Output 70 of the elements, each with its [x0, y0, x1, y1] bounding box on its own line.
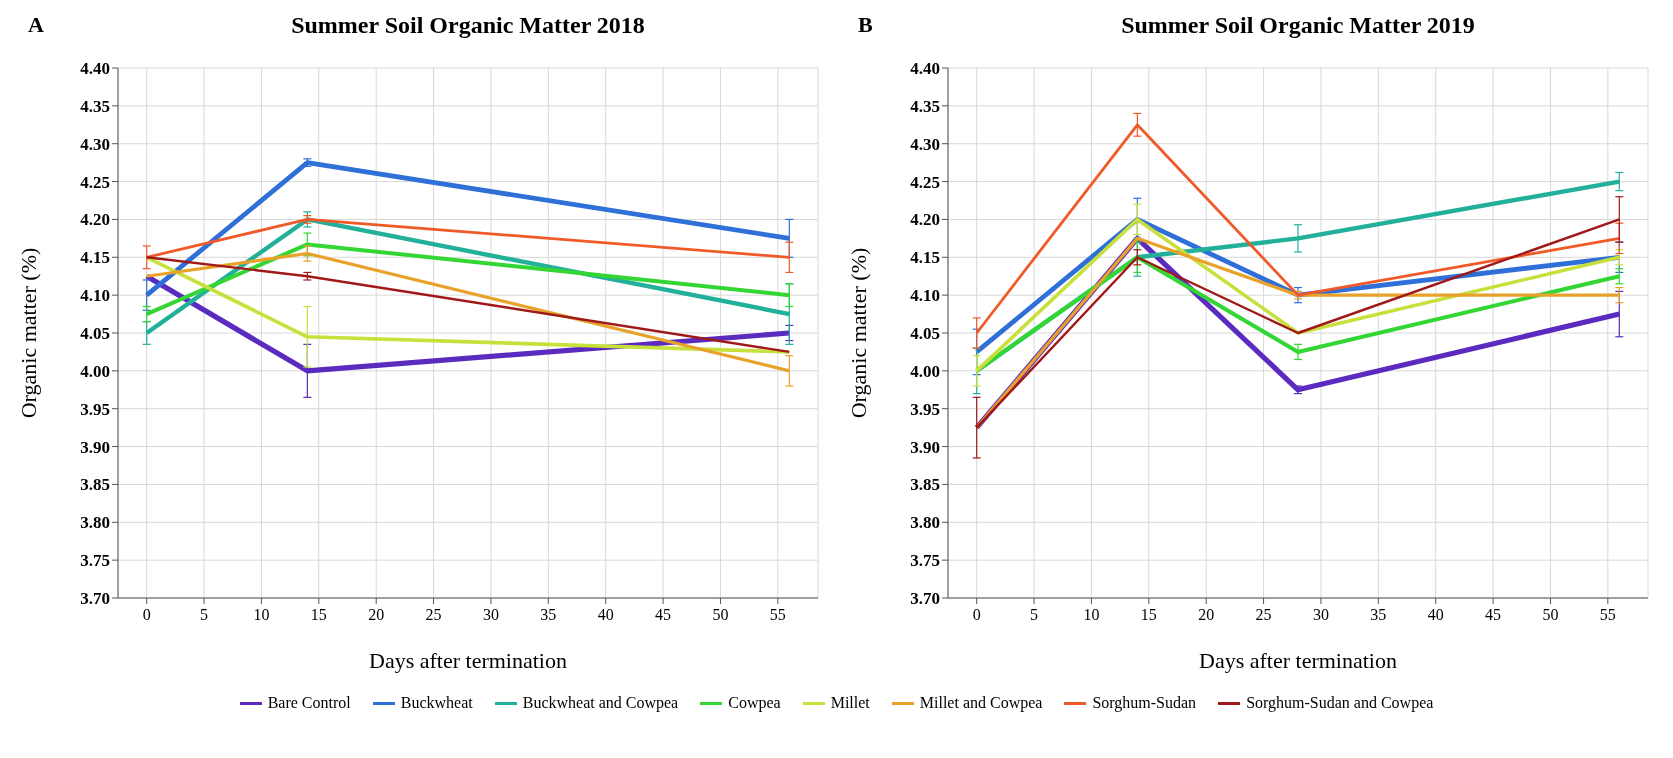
x-tick-label: 5 — [200, 606, 209, 623]
text: A — [28, 12, 44, 38]
legend-label: Buckwheat and Cowpea — [522, 694, 679, 712]
x-tick-label: 40 — [597, 606, 614, 623]
y-tick-label: 4.25 — [910, 172, 940, 192]
y-tick-label: 4.15 — [80, 248, 110, 268]
x-tick-label: 0 — [142, 606, 151, 623]
y-tick-label: 3.75 — [910, 551, 940, 571]
legend-label: Millet — [830, 694, 870, 712]
y-tick-label: 4.40 — [80, 59, 110, 79]
chart-title: Summer Soil Organic Matter 2019 — [1120, 12, 1476, 39]
x-tick-label: 50 — [712, 606, 729, 623]
x-tick-label: 45 — [1485, 606, 1502, 623]
x-tick-label: 35 — [1370, 606, 1387, 623]
y-tick-label: 4.15 — [910, 248, 940, 268]
legend-label: Millet and Cowpea — [919, 694, 1043, 712]
y-tick-label: 3.80 — [910, 513, 940, 533]
x-tick-label: 15 — [310, 606, 327, 623]
x-tick-label: 40 — [1427, 606, 1444, 623]
y-axis-title: Organic matter (%) — [845, 247, 871, 419]
y-tick-label: 4.00 — [80, 361, 110, 381]
x-tick-label: 10 — [1083, 606, 1100, 623]
y-tick-label: 3.95 — [80, 399, 110, 419]
y-tick-label: 4.20 — [910, 210, 940, 230]
legend-label: Buckwheat — [400, 694, 473, 712]
x-tick-label: 25 — [425, 606, 442, 623]
legend-label: Sorghum-Sudan and Cowpea — [1246, 694, 1434, 712]
x-tick-label: 15 — [1140, 606, 1157, 623]
y-tick-label: 3.70 — [910, 589, 940, 609]
x-tick-label: 20 — [1198, 606, 1215, 623]
chart-title: Summer Soil Organic Matter 2018 — [290, 12, 646, 39]
x-tick-label: 35 — [540, 606, 557, 623]
y-tick-label: 4.35 — [80, 96, 110, 116]
x-tick-label: 20 — [368, 606, 385, 623]
y-tick-label: 3.90 — [910, 437, 940, 457]
legend-label: Bare Control — [267, 694, 351, 712]
x-tick-label: 30 — [1312, 606, 1329, 623]
y-tick-label: 4.20 — [80, 210, 110, 230]
x-tick-label: 55 — [769, 606, 786, 623]
x-axis-title: Days after termination — [369, 648, 567, 673]
x-tick-label: 50 — [1542, 606, 1559, 623]
x-tick-label: 45 — [655, 606, 672, 623]
y-tick-label: 4.30 — [910, 134, 940, 154]
y-tick-label: 4.05 — [80, 324, 110, 344]
y-tick-label: 4.10 — [910, 286, 940, 306]
y-tick-label: 3.90 — [80, 437, 110, 457]
x-axis-title: Days after termination — [1199, 648, 1397, 673]
y-tick-label: 3.85 — [80, 475, 110, 495]
legend-label: Cowpea — [728, 694, 781, 712]
y-tick-label: 3.95 — [910, 399, 940, 419]
x-tick-label: 0 — [972, 606, 981, 623]
y-tick-label: 4.30 — [80, 134, 110, 154]
x-tick-label: 5 — [1030, 606, 1039, 623]
y-tick-label: 4.10 — [80, 286, 110, 306]
y-tick-label: 4.35 — [910, 96, 940, 116]
y-tick-label: 3.75 — [80, 551, 110, 571]
y-tick-label: 4.40 — [910, 59, 940, 79]
x-tick-label: 30 — [482, 606, 499, 623]
y-tick-label: 3.70 — [80, 589, 110, 609]
y-tick-label: 4.00 — [910, 361, 940, 381]
y-tick-label: 3.85 — [910, 475, 940, 495]
y-tick-label: 4.05 — [910, 324, 940, 344]
y-axis-title: Organic matter (%) — [15, 247, 41, 419]
x-tick-label: 10 — [253, 606, 270, 623]
y-tick-label: 4.25 — [80, 172, 110, 192]
legend-label: Sorghum-Sudan — [1092, 694, 1197, 712]
text: B — [858, 12, 873, 38]
x-tick-label: 55 — [1599, 606, 1616, 623]
y-tick-label: 3.80 — [80, 513, 110, 533]
x-tick-label: 25 — [1255, 606, 1272, 623]
